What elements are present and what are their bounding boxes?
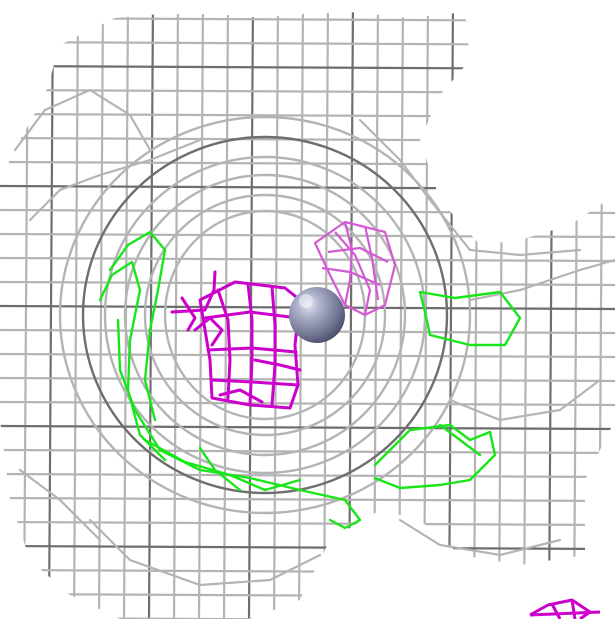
grid-line-vertical [22, 12, 30, 619]
grid-line-horizontal [0, 544, 615, 551]
grid-line-horizontal [0, 184, 615, 191]
grid-line-horizontal [0, 256, 615, 263]
density-contour-strand [358, 118, 582, 257]
grid-line-horizontal [0, 520, 615, 527]
grid-line-horizontal [0, 280, 615, 287]
grid-line-horizontal [0, 472, 615, 479]
grid-line-vertical [47, 12, 55, 619]
grid-line-vertical [447, 12, 455, 619]
density-contour-strand [398, 518, 562, 557]
grid-line-vertical [272, 12, 280, 619]
density-contour-strand [28, 138, 202, 222]
density-contour-ring [81, 135, 449, 495]
density-contour-strand [468, 258, 615, 302]
grid-line-horizontal [0, 16, 615, 23]
density-contour-strand [18, 468, 102, 542]
grid-line-horizontal [0, 496, 615, 503]
magenta-density-mesh [170, 270, 302, 410]
grid-line-horizontal [0, 112, 615, 119]
grid-line-vertical [147, 12, 155, 619]
grid-line-vertical [97, 12, 105, 619]
light-magenta-density-mesh [313, 220, 397, 317]
density-contour-ring [58, 115, 472, 515]
density-contour-strand [88, 518, 322, 587]
grid-line-vertical [472, 12, 480, 619]
grid-line-horizontal [0, 376, 615, 383]
density-contour-ring [123, 173, 407, 457]
density-contour-ring [143, 193, 387, 437]
grid-line-horizontal [0, 592, 615, 599]
grid-line-horizontal [0, 400, 615, 407]
density-contour-strand [13, 88, 152, 152]
grid-line-horizontal [0, 40, 615, 47]
grid-line-horizontal [0, 136, 615, 143]
grid-line-horizontal [0, 232, 615, 239]
grid-line-horizontal [0, 64, 615, 71]
grid-line-horizontal [0, 448, 615, 455]
metal-ion-sphere [289, 287, 345, 343]
grid-line-vertical [347, 12, 355, 619]
grid-line-vertical [172, 12, 180, 619]
grid-line-horizontal [0, 352, 615, 359]
grey-density-contours [13, 88, 615, 587]
density-contour-strand [448, 378, 602, 422]
grid-line-vertical [72, 12, 80, 619]
green-density-mesh [98, 230, 522, 530]
magenta-fragment-corner [529, 598, 601, 619]
grid-line-horizontal [0, 568, 615, 575]
